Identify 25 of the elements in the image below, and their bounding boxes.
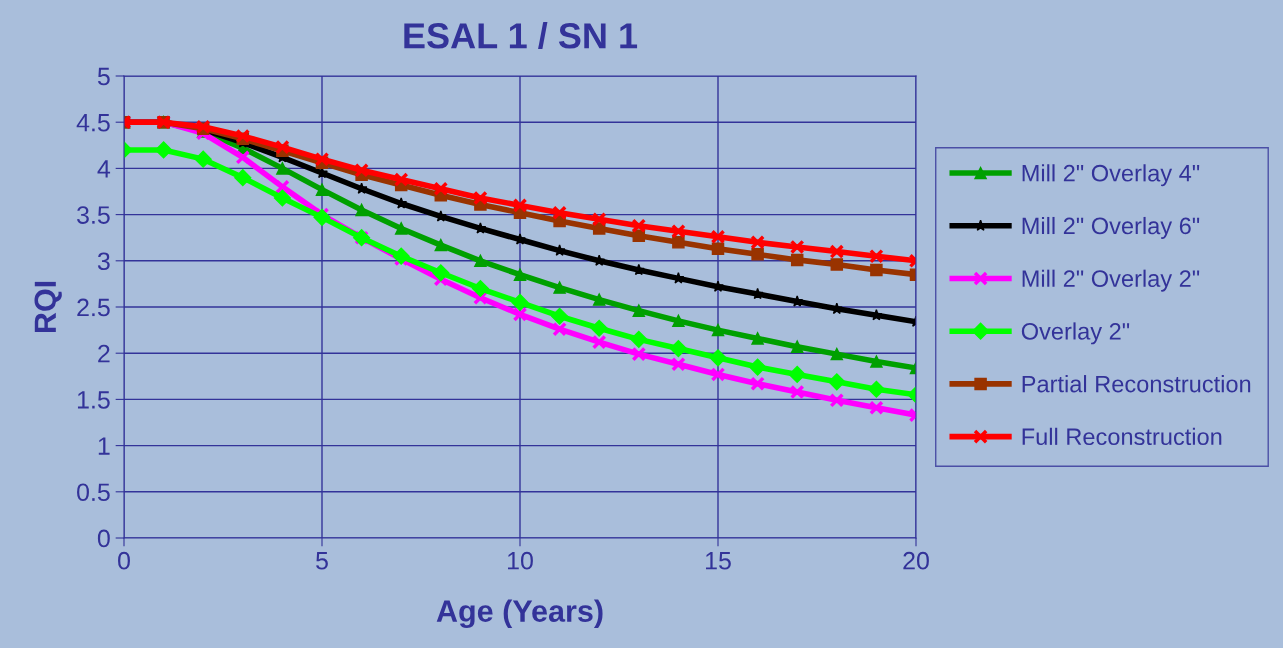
y-tick-label: 0 (97, 529, 110, 548)
y-tick-label: 3.5 (77, 206, 110, 224)
y-axis-title: RQI (34, 281, 62, 333)
x-tick-label: 10 (508, 551, 533, 570)
x-tick-label: 5 (316, 552, 328, 570)
x-axis-title: Age (Years) (436, 599, 603, 629)
chart-title: ESAL 1 / SN 1 (404, 22, 638, 49)
legend-label: Partial Reconstruction (1022, 375, 1251, 393)
legend-label: Mill 2" Overlay 4" (1022, 164, 1200, 187)
y-tick-label: 4.5 (76, 114, 110, 132)
x-tick-label: 0 (118, 551, 130, 570)
y-tick-label: 4 (97, 160, 111, 178)
y-tick-label: 1.5 (77, 391, 110, 409)
legend-label: Mill 2" Overlay 2" (1022, 269, 1200, 292)
y-tick-label: 2.5 (77, 298, 110, 317)
y-tick-label: 2 (98, 344, 110, 363)
legend-label: Mill 2" Overlay 6" (1022, 216, 1200, 239)
legend-label: Full Reconstruction (1022, 427, 1222, 446)
y-tick-label: 3 (97, 252, 110, 271)
x-tick-label: 15 (706, 552, 731, 570)
y-tick-label: 0.5 (77, 483, 110, 502)
legend-label: Overlay 2" (1021, 322, 1130, 345)
y-tick-label: 5 (97, 67, 110, 86)
x-tick-label: 20 (903, 551, 929, 570)
y-tick-label: 1 (98, 437, 110, 455)
